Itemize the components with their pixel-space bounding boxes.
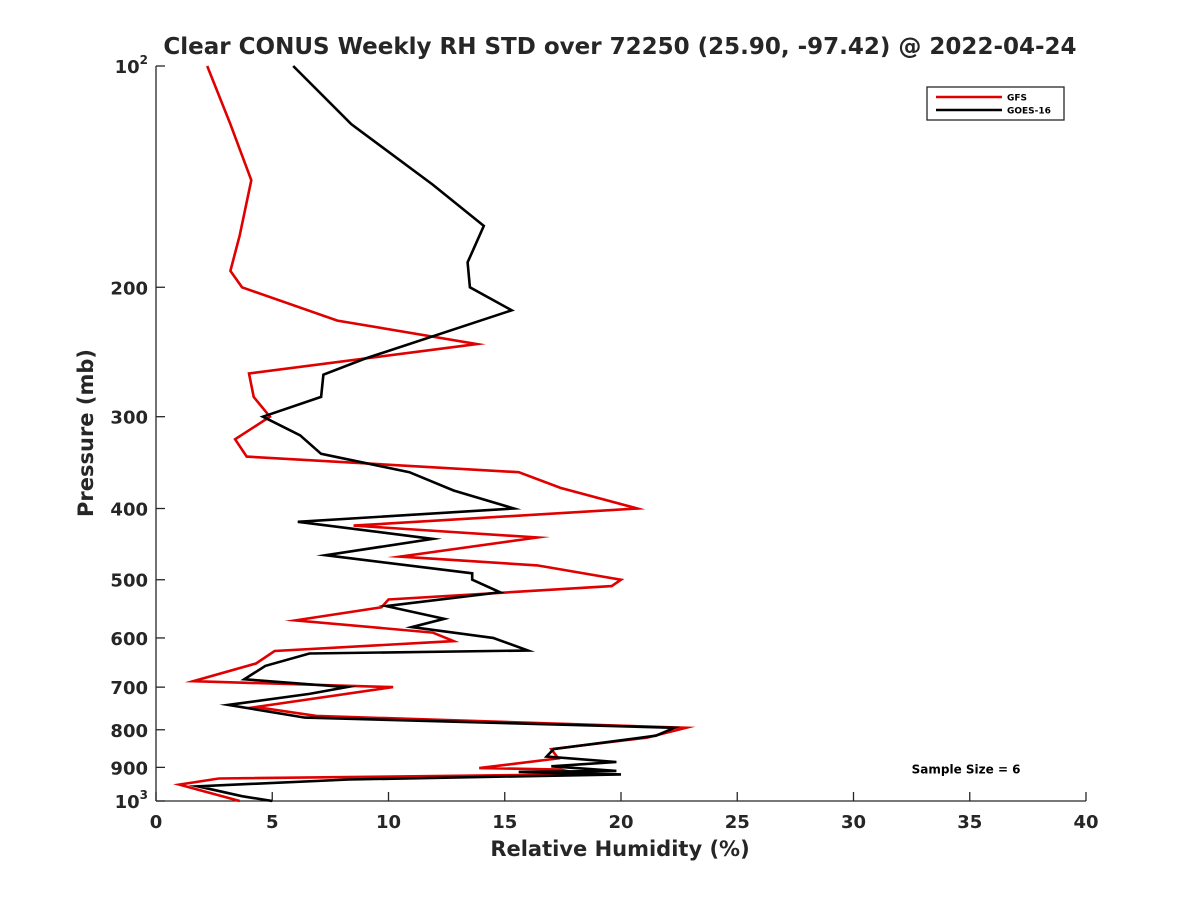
x-tick-label: 30 <box>841 812 866 833</box>
legend-box <box>926 86 1065 121</box>
x-tick-label: 15 <box>492 812 517 833</box>
y-tick-label: 102 <box>115 53 148 78</box>
x-tick-label: 10 <box>376 812 401 833</box>
y-tick-label: 400 <box>110 500 148 521</box>
x-tick-label: 0 <box>150 812 163 833</box>
series-line-goes-16 <box>188 65 681 803</box>
series-line-gfs <box>173 65 696 803</box>
series-layer <box>173 65 696 803</box>
x-tick-label: 25 <box>725 812 750 833</box>
sample-size-annotation: Sample Size = 6 <box>912 762 1021 776</box>
legend: GFS GOES-16 <box>926 86 1065 121</box>
y-tick-label: 300 <box>110 408 148 429</box>
y-tick-label: 900 <box>110 758 148 779</box>
y-tick-label: 700 <box>110 678 148 699</box>
legend-label: GOES-16 <box>1007 107 1051 117</box>
annotation-layer: Sample Size = 6 <box>912 762 1021 776</box>
legend-label: GFS <box>1007 94 1027 104</box>
plot-background <box>156 66 1086 801</box>
chart-title: Clear CONUS Weekly RH STD over 72250 (25… <box>163 34 1076 60</box>
y-tick-label: 600 <box>110 629 148 650</box>
plot-area <box>156 66 1086 801</box>
y-tick-label: 500 <box>110 571 148 592</box>
x-tick-label: 20 <box>608 812 633 833</box>
y-tick-label: 200 <box>110 278 148 299</box>
y-tick-label: 103 <box>115 788 148 813</box>
y-tick-label: 800 <box>110 721 148 742</box>
x-tick-label: 40 <box>1073 812 1098 833</box>
x-axis: 0 5 10 15 20 25 30 35 40 <box>150 792 1099 833</box>
x-axis-label: Relative Humidity (%) <box>490 837 749 861</box>
x-tick-label: 35 <box>957 812 982 833</box>
x-tick-label: 5 <box>266 812 279 833</box>
y-axis: 102 200 300 400 500 600 700 800 900 103 <box>110 53 165 813</box>
y-axis-label: Pressure (mb) <box>74 349 98 517</box>
